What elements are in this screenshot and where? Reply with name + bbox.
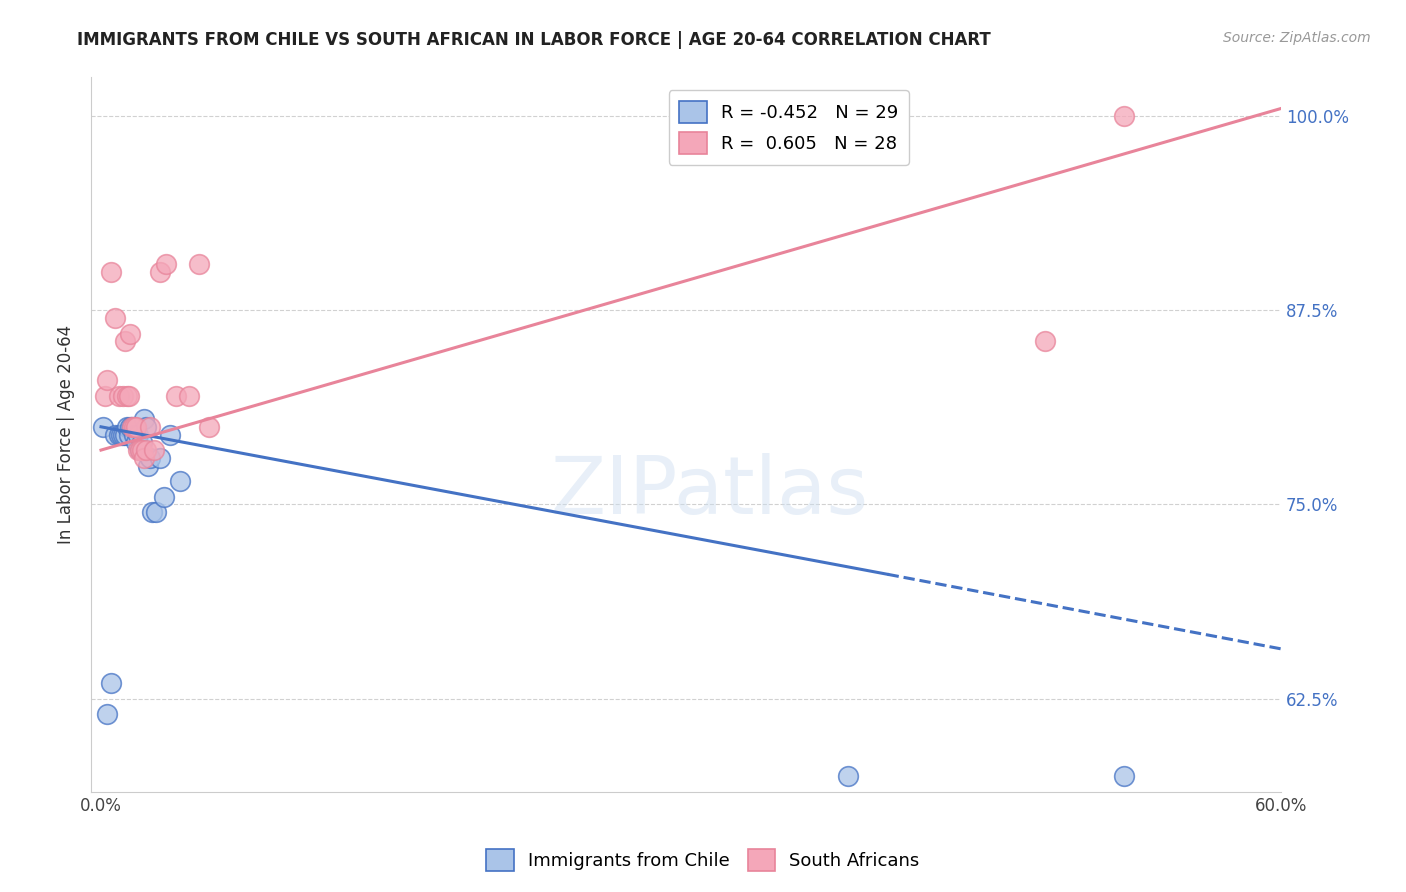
Point — [155, 257, 177, 271]
Point — [124, 427, 146, 442]
Point — [837, 769, 859, 783]
Point — [114, 334, 136, 349]
Point — [127, 443, 149, 458]
Point — [124, 419, 146, 434]
Point — [107, 389, 129, 403]
Point — [121, 419, 143, 434]
Point — [100, 264, 122, 278]
Point — [110, 427, 132, 442]
Point — [139, 450, 162, 465]
Text: ZIPatlas: ZIPatlas — [551, 453, 869, 531]
Y-axis label: In Labor Force | Age 20-64: In Labor Force | Age 20-64 — [58, 325, 75, 544]
Point — [145, 505, 167, 519]
Point — [104, 427, 127, 442]
Point — [107, 427, 129, 442]
Legend: R = -0.452   N = 29, R =  0.605   N = 28: R = -0.452 N = 29, R = 0.605 N = 28 — [669, 90, 910, 165]
Point — [129, 443, 152, 458]
Point — [131, 443, 153, 458]
Point — [117, 427, 139, 442]
Point — [129, 443, 152, 458]
Point — [136, 458, 159, 473]
Point — [153, 490, 176, 504]
Point — [134, 450, 156, 465]
Point — [111, 389, 134, 403]
Point — [100, 676, 122, 690]
Point — [114, 427, 136, 442]
Point — [104, 311, 127, 326]
Point — [131, 435, 153, 450]
Point — [139, 419, 162, 434]
Point — [120, 326, 142, 341]
Legend: Immigrants from Chile, South Africans: Immigrants from Chile, South Africans — [479, 842, 927, 879]
Point — [134, 412, 156, 426]
Point — [125, 435, 148, 450]
Point — [188, 257, 211, 271]
Point — [141, 505, 163, 519]
Point — [179, 389, 201, 403]
Point — [94, 389, 117, 403]
Point — [149, 450, 172, 465]
Point — [120, 419, 142, 434]
Text: IMMIGRANTS FROM CHILE VS SOUTH AFRICAN IN LABOR FORCE | AGE 20-64 CORRELATION CH: IMMIGRANTS FROM CHILE VS SOUTH AFRICAN I… — [77, 31, 991, 49]
Point — [125, 419, 148, 434]
Point — [198, 419, 221, 434]
Point — [96, 707, 118, 722]
Point — [1112, 109, 1135, 123]
Point — [1112, 769, 1135, 783]
Point — [169, 474, 191, 488]
Point — [91, 419, 114, 434]
Point — [111, 427, 134, 442]
Point — [115, 419, 138, 434]
Point — [143, 443, 166, 458]
Point — [121, 419, 143, 434]
Point — [115, 389, 138, 403]
Point — [159, 427, 181, 442]
Point — [135, 419, 157, 434]
Point — [165, 389, 187, 403]
Point — [117, 389, 139, 403]
Point — [149, 264, 172, 278]
Point — [135, 443, 157, 458]
Point — [1033, 334, 1056, 349]
Point — [127, 427, 149, 442]
Point — [96, 373, 118, 387]
Text: Source: ZipAtlas.com: Source: ZipAtlas.com — [1223, 31, 1371, 45]
